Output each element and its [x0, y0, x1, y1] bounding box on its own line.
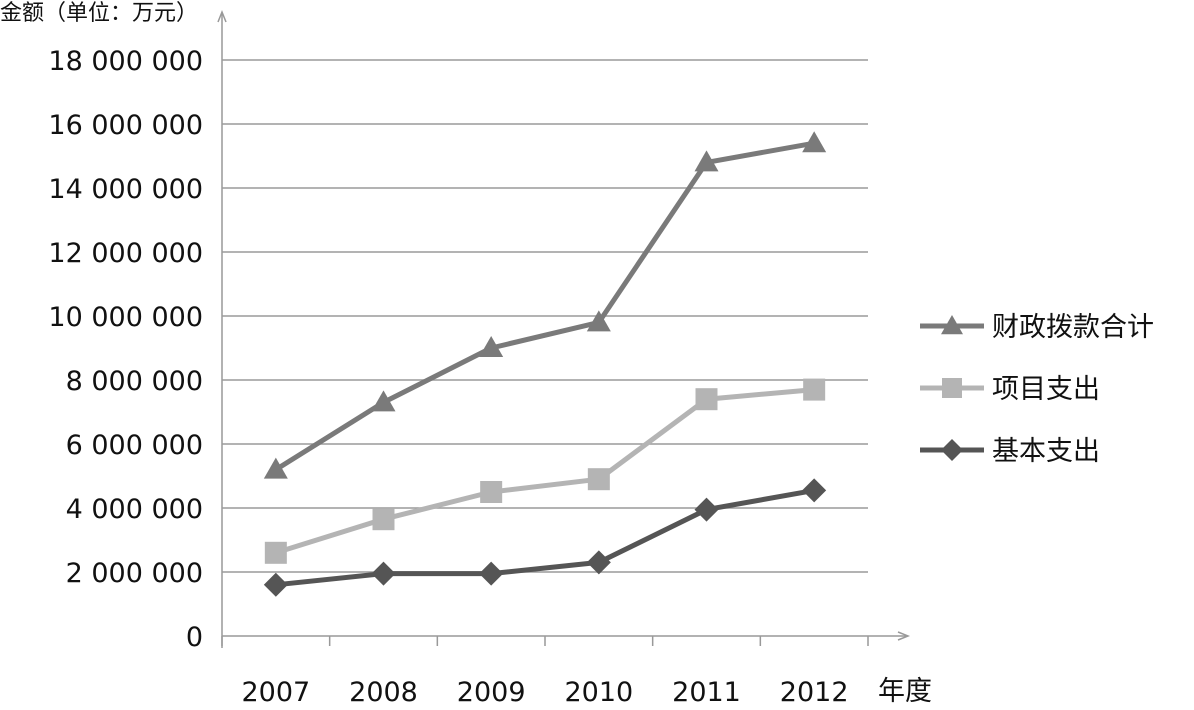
- y-tick-label: 10 000 000: [48, 302, 203, 333]
- series-diamond: [263, 478, 827, 597]
- data-series: [263, 131, 827, 597]
- diamond-marker: [941, 439, 963, 461]
- series-line: [275, 487, 815, 588]
- diamond-marker: [802, 478, 827, 503]
- legend-label: 基本支出: [992, 436, 1100, 467]
- diamond-marker: [586, 550, 611, 575]
- triangle-marker: [694, 150, 719, 172]
- y-tick-label: 2 000 000: [66, 558, 203, 589]
- x-tick-label: 2010: [564, 677, 633, 706]
- square-marker: [264, 541, 287, 564]
- y-tick-label: 6 000 000: [66, 430, 203, 461]
- diamond-marker: [479, 561, 504, 586]
- x-tick-label: 2008: [349, 677, 418, 706]
- legend-item: 基本支出: [920, 436, 1100, 467]
- series-line: [275, 387, 815, 556]
- triangle-marker: [371, 390, 396, 412]
- square-marker: [695, 388, 718, 411]
- gridlines: [221, 59, 869, 646]
- x-axis-title: 年度: [878, 676, 932, 706]
- x-axis-arrow-icon: [897, 631, 911, 641]
- series-line: [274, 140, 815, 472]
- y-axis-title: 金额（单位：万元）: [0, 1, 198, 26]
- square-marker: [803, 378, 826, 401]
- triangle-marker: [263, 457, 288, 479]
- series-square: [264, 378, 826, 564]
- legend-label: 项目支出: [992, 374, 1100, 405]
- y-tick-labels: 0 2 000 000 4 000 000 6 000 000 8 000 000 10 …: [48, 46, 203, 653]
- x-tick-labels: 2007 2008 2009 2010 2011 2012: [241, 677, 849, 708]
- square-marker: [372, 508, 395, 531]
- y-tick-label: 16 000 000: [48, 110, 203, 141]
- x-tick-label: 2009: [457, 677, 526, 706]
- y-tick-label: 0: [186, 622, 203, 653]
- y-tick-label: 8 000 000: [66, 366, 203, 397]
- square-marker: [587, 468, 610, 491]
- y-tick-label: 14 000 000: [48, 174, 203, 205]
- x-tick-label: 2007: [241, 677, 310, 706]
- axes: [217, 9, 911, 648]
- legend-item: 财政拨款合计: [920, 312, 1154, 343]
- x-tick-label: 2011: [672, 677, 741, 706]
- y-tick-label: 4 000 000: [66, 494, 203, 525]
- x-tick-label: 2012: [780, 677, 849, 706]
- legend-label: 财政拨款合计: [992, 312, 1154, 343]
- triangle-marker: [941, 315, 963, 335]
- triangle-marker: [802, 131, 827, 153]
- triangle-marker: [586, 310, 611, 332]
- diamond-marker: [694, 497, 719, 522]
- diamond-marker: [371, 561, 396, 586]
- diamond-marker: [263, 572, 288, 597]
- y-tick-label: 18 000 000: [48, 46, 203, 77]
- square-marker: [480, 481, 503, 503]
- series-triangle: [263, 131, 827, 479]
- square-marker: [942, 378, 962, 398]
- legend-item: 项目支出: [920, 374, 1100, 405]
- y-tick-label: 12 000 000: [48, 238, 203, 269]
- triangle-marker: [479, 336, 504, 357]
- y-axis-arrow-icon: [217, 9, 227, 23]
